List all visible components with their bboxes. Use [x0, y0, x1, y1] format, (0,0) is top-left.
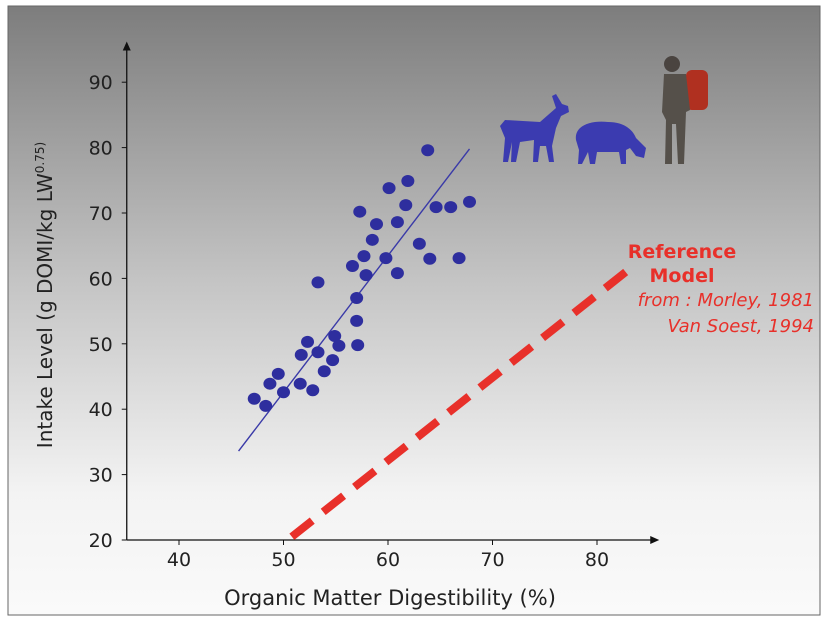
- x-tick-label: 60: [376, 549, 400, 571]
- point: [350, 314, 364, 327]
- point: [444, 201, 458, 214]
- x-axis-label: Organic Matter Digestibility (%): [224, 586, 556, 610]
- point: [452, 252, 466, 265]
- y-tick-label: 50: [89, 334, 113, 356]
- point: [399, 199, 413, 212]
- point: [429, 201, 443, 214]
- y-tick-label: 20: [89, 530, 113, 552]
- x-tick-label: 40: [167, 549, 191, 571]
- y-tick-label: 60: [89, 268, 113, 290]
- y-axis-label-sup: 0.75): [33, 142, 47, 173]
- point: [301, 335, 315, 348]
- point: [351, 339, 365, 352]
- point: [263, 377, 277, 390]
- x-axis-arrow: [650, 536, 660, 544]
- y-tick-label: 40: [89, 399, 113, 421]
- y-tick-label: 90: [89, 72, 113, 94]
- point: [390, 216, 404, 229]
- x-tick-label: 80: [585, 549, 609, 571]
- point: [382, 182, 396, 195]
- point: [412, 237, 426, 250]
- y-tick-label: 70: [89, 203, 113, 225]
- point: [359, 269, 373, 282]
- y-axis-label: Intake Level (g DOMI/kg LW0.75): [33, 142, 57, 448]
- point: [357, 250, 371, 263]
- reference-label: Model: [650, 265, 715, 287]
- point: [326, 354, 340, 367]
- point: [271, 367, 285, 380]
- point: [421, 144, 435, 157]
- point: [293, 377, 307, 390]
- point: [370, 218, 384, 231]
- source: from : Morley, 1981: [638, 290, 814, 311]
- goat-icon: [500, 94, 569, 162]
- reference-line: [289, 266, 631, 540]
- y-tick-label: 30: [89, 465, 113, 487]
- point: [350, 292, 364, 305]
- point: [345, 259, 359, 272]
- point: [317, 365, 331, 378]
- point: [294, 348, 308, 361]
- x-tick-label: 70: [480, 549, 504, 571]
- point: [311, 346, 325, 359]
- x-tick-label: 50: [271, 549, 295, 571]
- point: [306, 384, 320, 397]
- sheep-icon: [575, 121, 646, 164]
- plot: 40 50 60 70 80 20 30 40 50 60 70 80 90 Organic Matter…: [33, 41, 814, 610]
- point: [353, 205, 367, 218]
- point: [365, 233, 379, 246]
- point: [332, 339, 346, 352]
- source: Van Soest, 1994: [667, 316, 814, 337]
- point: [463, 195, 477, 208]
- point: [401, 174, 415, 187]
- y-tick-label: 80: [89, 138, 113, 160]
- point: [328, 329, 342, 342]
- point: [379, 252, 393, 265]
- person-icon: [662, 56, 708, 164]
- point: [259, 399, 273, 412]
- reference-label: Reference: [628, 241, 737, 263]
- y-axis-arrow: [122, 41, 131, 51]
- point: [423, 252, 437, 265]
- point: [311, 276, 325, 289]
- point: [390, 267, 404, 280]
- point: [247, 392, 261, 405]
- point: [277, 386, 290, 399]
- y-axis-label-main: Intake Level (g DOMI/kg LW: [33, 173, 57, 448]
